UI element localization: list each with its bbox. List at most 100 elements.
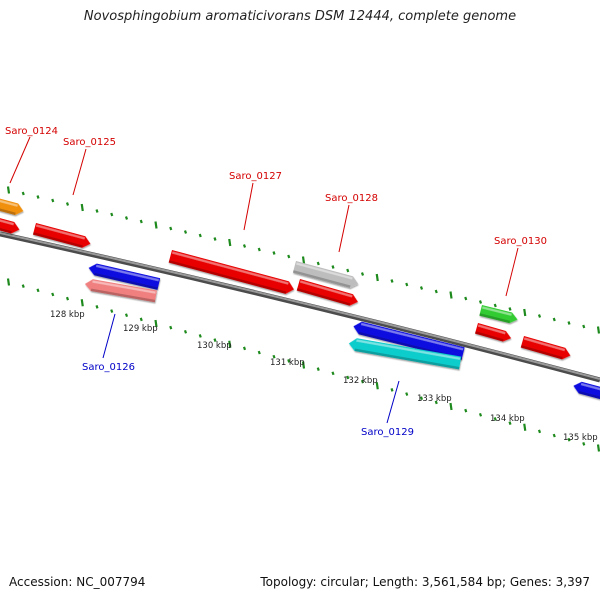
- scale-label: 130 kbp: [197, 341, 232, 351]
- outer-tick: [242, 244, 247, 248]
- outer-tick: [95, 209, 99, 213]
- gene-features: [0, 197, 600, 402]
- gene-red: [168, 250, 294, 294]
- outer-tick: [552, 317, 556, 322]
- inner-tick: [301, 361, 306, 369]
- inner-tick: [434, 400, 438, 405]
- outer-tick: [419, 286, 424, 290]
- inner-tick: [405, 392, 409, 396]
- inner-tick: [124, 313, 129, 318]
- backbone-highlight: [0, 232, 600, 380]
- inner-tick: [508, 421, 512, 425]
- inner-tick: [65, 296, 70, 301]
- gene-red: [520, 336, 571, 360]
- outer-tick: [51, 198, 55, 203]
- inner-tick: [183, 329, 188, 334]
- inner-tick: [80, 299, 84, 307]
- outer-tick: [316, 261, 320, 266]
- scale-label: 128 kbp: [50, 310, 85, 320]
- label-leader: [9, 136, 31, 184]
- outer-tick: [65, 202, 70, 206]
- gene-label: Saro_0130: [494, 236, 547, 247]
- label-leader: [386, 380, 400, 424]
- inner-tick: [331, 371, 335, 376]
- scale-label: 132 kbp: [343, 376, 378, 386]
- inner-tick: [582, 442, 586, 446]
- inner-tick: [567, 437, 571, 442]
- scale-label: 129 kbp: [123, 324, 158, 334]
- gene-pink: [84, 279, 157, 303]
- gene-label: Saro_0129: [361, 427, 414, 438]
- gene-red: [296, 279, 358, 306]
- outer-tick: [6, 186, 11, 194]
- gene-labels: Saro_0124 Saro_0125 Saro_0127 Saro_0128 Saro…: [5, 126, 547, 438]
- inner-tick: [272, 354, 276, 359]
- outer-tick: [36, 195, 40, 199]
- inner-tick: [139, 317, 143, 322]
- outer-tick: [434, 289, 438, 294]
- outer-tick: [139, 219, 143, 224]
- genome-backbone: [0, 231, 600, 383]
- inner-tick: [346, 375, 350, 380]
- outer-tick: [478, 300, 483, 304]
- label-leader: [505, 247, 519, 297]
- inner-tick: [596, 444, 600, 452]
- gene-label: Saro_0127: [229, 171, 282, 182]
- outer-tick: [80, 203, 84, 212]
- inner-tick: [493, 417, 497, 421]
- gene-label: Saro_0128: [325, 193, 378, 204]
- outer-tick: [228, 238, 232, 247]
- outer-tick: [154, 221, 158, 229]
- outer-tick: [493, 303, 497, 308]
- outer-tick: [390, 279, 394, 283]
- inner-tick: [375, 382, 379, 390]
- outer-tick: [375, 273, 379, 282]
- inner-tick: [95, 305, 99, 309]
- inner-tick: [360, 379, 365, 384]
- outer-tick: [257, 247, 261, 252]
- outer-tick: [449, 291, 453, 299]
- outer-tick: [110, 212, 114, 217]
- outer-tick: [287, 254, 291, 259]
- outer-tick: [567, 321, 571, 325]
- inner-tick: [110, 309, 114, 313]
- outer-tick: [582, 324, 586, 329]
- outer-tick: [124, 216, 129, 220]
- inner-tick: [552, 433, 556, 438]
- label-leader: [338, 204, 350, 253]
- tick-marks: [6, 186, 600, 452]
- gene-label: Saro_0126: [82, 362, 135, 373]
- inner-tick: [316, 367, 320, 371]
- outer-tick: [360, 272, 365, 276]
- inner-tick: [228, 340, 232, 348]
- gene-red: [32, 223, 91, 248]
- inner-tick: [6, 278, 11, 286]
- inner-tick: [242, 346, 247, 351]
- outer-tick: [537, 314, 542, 318]
- scale-label: 131 kbp: [270, 358, 305, 368]
- outer-tick: [596, 326, 600, 334]
- gene-cyan: [348, 338, 462, 370]
- inner-tick: [287, 359, 291, 363]
- gene-gray: [292, 261, 359, 288]
- inner-tick: [51, 292, 55, 297]
- outer-tick: [523, 308, 527, 317]
- gene-red: [474, 323, 512, 342]
- scale-label: 135 kbp: [563, 433, 598, 443]
- inner-tick: [169, 325, 173, 330]
- outer-tick: [346, 268, 350, 273]
- inner-tick: [36, 288, 40, 293]
- outer-tick: [508, 307, 512, 311]
- outer-tick: [331, 265, 335, 269]
- gene-green: [479, 305, 518, 324]
- inner-tick: [419, 396, 424, 401]
- gene-orange: [0, 197, 24, 216]
- outer-tick: [301, 256, 306, 264]
- scale-label: 133 kbp: [417, 394, 452, 404]
- outer-tick: [21, 191, 25, 196]
- inner-tick: [213, 338, 217, 342]
- outer-tick: [464, 296, 468, 301]
- inner-tick: [198, 334, 202, 338]
- label-leader: [243, 182, 254, 231]
